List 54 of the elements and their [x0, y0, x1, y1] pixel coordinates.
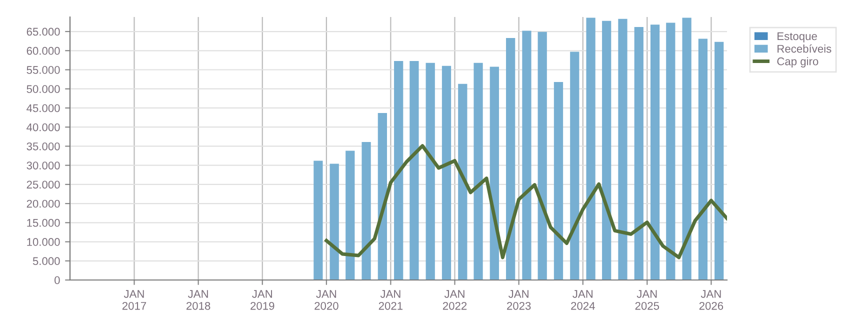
bar — [618, 18, 628, 280]
x-tick-label: JAN 2026 — [699, 290, 724, 310]
x-tick-label: JAN 2025 — [635, 290, 660, 310]
bar — [634, 26, 644, 280]
y-tick-label: 60.000 — [26, 46, 60, 55]
y-tick-label: 25.000 — [26, 180, 60, 189]
x-tick-label: JAN 2022 — [442, 290, 467, 310]
bar — [570, 52, 580, 280]
bar — [346, 150, 355, 280]
bar — [378, 112, 388, 280]
y-tick-label: 30.000 — [26, 162, 60, 170]
y-tick-label: 55.000 — [26, 66, 60, 74]
bar — [538, 32, 547, 280]
bar — [666, 22, 676, 280]
y-tick-label: 10.000 — [27, 238, 60, 246]
legend-label: Estoque — [778, 32, 817, 42]
bar — [442, 66, 452, 280]
x-tick-label: JAN 2018 — [186, 290, 210, 310]
bar — [698, 38, 708, 280]
x-tick-label: JAN 2020 — [314, 290, 338, 310]
legend-label: Recebíveis — [778, 44, 832, 53]
x-tick-label: JAN 2017 — [122, 290, 146, 310]
bar — [330, 164, 339, 280]
bar — [490, 66, 499, 280]
y-tick-label: 15.000 — [27, 218, 60, 227]
bar — [602, 20, 612, 280]
bar — [474, 62, 483, 280]
line-series — [324, 144, 727, 260]
bar — [554, 82, 564, 280]
bar — [714, 42, 724, 280]
bar — [650, 24, 660, 280]
y-tick-label: 50.000 — [26, 85, 60, 93]
legend-label: Cap giro — [777, 57, 818, 68]
bar — [506, 38, 516, 280]
x-tick-label: JAN 2019 — [250, 290, 274, 310]
x-tick-label: JAN 2024 — [571, 290, 595, 310]
y-tick-label: 20.000 — [26, 200, 60, 208]
bar — [522, 30, 532, 280]
bar — [426, 62, 435, 280]
bar — [682, 18, 692, 280]
y-tick-label: 65.000 — [26, 28, 60, 36]
bar — [586, 18, 596, 280]
y-tick-label: 45.000 — [26, 104, 60, 112]
y-tick-label: 35.000 — [26, 142, 60, 150]
y-tick-label: 0 — [54, 276, 60, 284]
bar — [458, 84, 468, 280]
bar — [362, 142, 371, 280]
bar — [394, 60, 404, 280]
x-tick-label: JAN 2023 — [507, 290, 531, 310]
bar — [410, 60, 419, 280]
x-tick-label: JAN 2021 — [378, 290, 403, 310]
y-tick-label: 40.000 — [26, 123, 60, 132]
y-tick-label: 5.000 — [32, 257, 60, 266]
bar — [314, 160, 323, 280]
